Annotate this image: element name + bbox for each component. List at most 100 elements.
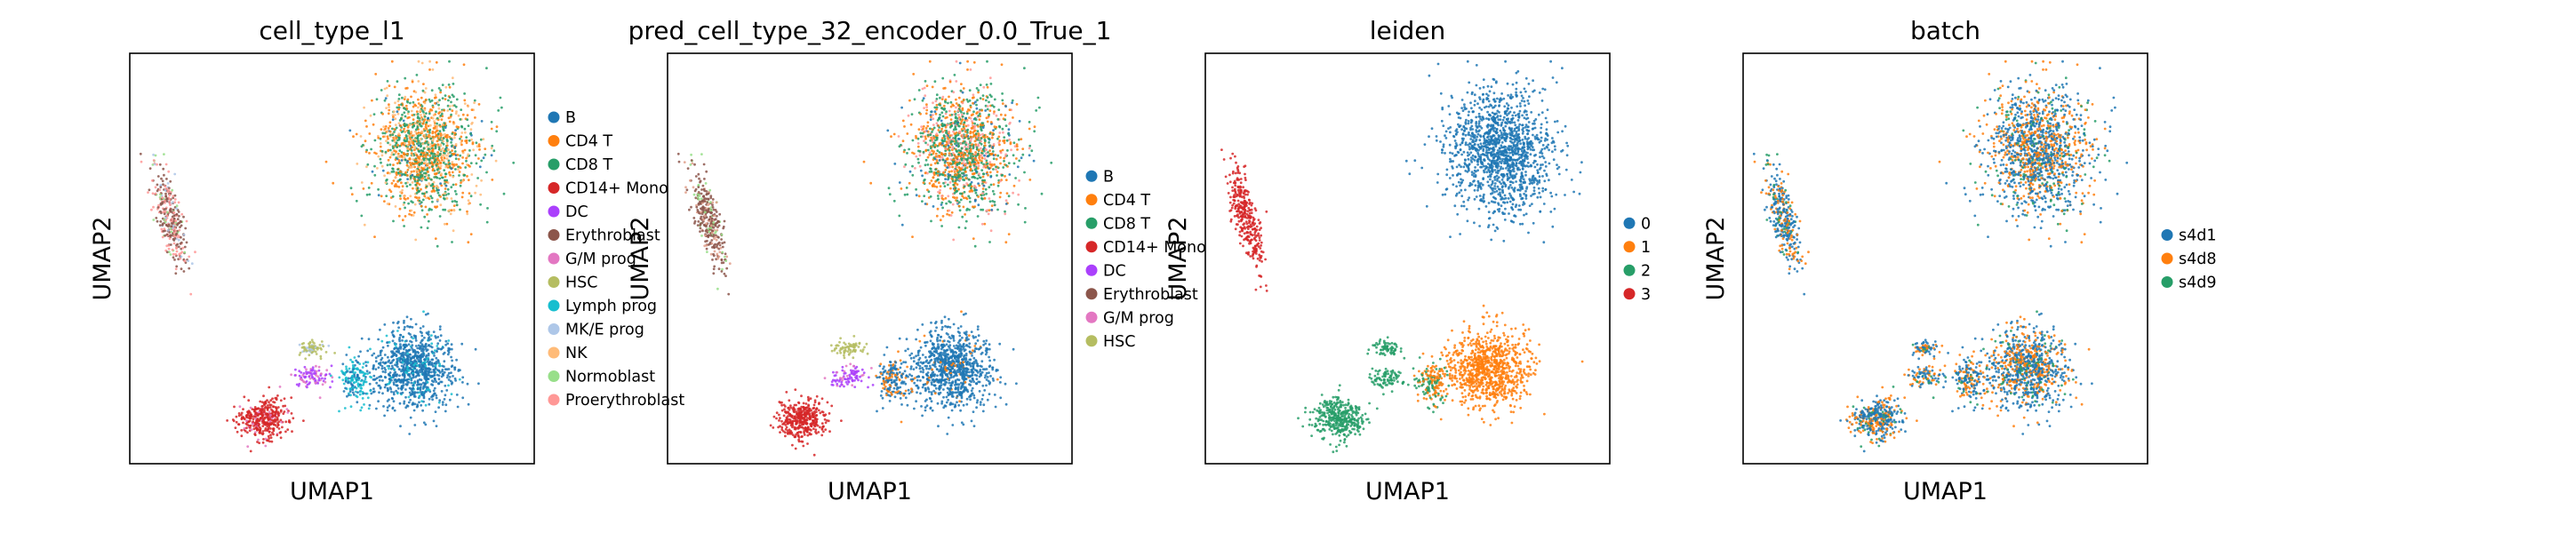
- data-point: [469, 233, 473, 235]
- data-point: [401, 188, 404, 192]
- data-point: [978, 110, 981, 113]
- data-point: [439, 182, 442, 186]
- data-point: [248, 419, 252, 423]
- data-point: [987, 173, 989, 177]
- data-point: [446, 104, 450, 107]
- data-point: [918, 149, 922, 153]
- data-point: [980, 208, 982, 211]
- data-point: [247, 399, 251, 402]
- data-point: [403, 328, 406, 331]
- data-point: [944, 112, 948, 115]
- data-point: [447, 152, 450, 155]
- data-point: [962, 178, 964, 181]
- data-point: [436, 184, 438, 187]
- data-point: [439, 144, 443, 147]
- data-point: [991, 150, 995, 153]
- data-point: [367, 407, 371, 410]
- data-point: [306, 383, 309, 386]
- data-point: [259, 428, 262, 432]
- data-point: [318, 396, 322, 400]
- data-point: [393, 368, 396, 371]
- data-point: [466, 118, 469, 122]
- data-point: [373, 164, 376, 168]
- data-point: [419, 142, 422, 146]
- data-point: [401, 338, 404, 342]
- data-point: [423, 195, 427, 198]
- data-point: [391, 339, 395, 343]
- data-point: [161, 201, 164, 204]
- data-point: [167, 223, 171, 227]
- data-point: [908, 170, 912, 173]
- data-point: [406, 149, 410, 153]
- data-point: [434, 145, 437, 148]
- data-point: [467, 203, 470, 205]
- data-point: [414, 322, 418, 326]
- data-point: [169, 234, 172, 237]
- data-point: [384, 125, 388, 128]
- data-point: [421, 89, 425, 92]
- data-point: [1024, 207, 1027, 210]
- data-point: [419, 361, 422, 363]
- data-point: [430, 375, 433, 378]
- data-point: [372, 352, 376, 355]
- data-point: [304, 357, 308, 361]
- data-point: [919, 169, 923, 172]
- data-point: [900, 187, 903, 190]
- data-point: [399, 425, 402, 428]
- data-point: [947, 101, 949, 105]
- data-point: [986, 162, 989, 165]
- data-point: [950, 170, 953, 173]
- data-point: [412, 370, 415, 373]
- data-point: [378, 391, 380, 394]
- data-point: [162, 229, 165, 233]
- data-point: [887, 187, 891, 190]
- data-point: [962, 162, 965, 165]
- data-point: [441, 147, 444, 150]
- data-point: [414, 345, 418, 347]
- data-point: [159, 193, 162, 196]
- data-point: [921, 200, 924, 203]
- data-point: [932, 101, 934, 105]
- data-point: [988, 149, 991, 153]
- data-point: [247, 410, 251, 412]
- data-point: [411, 114, 414, 117]
- data-point: [1006, 149, 1009, 152]
- data-point: [278, 431, 282, 434]
- data-point: [379, 157, 382, 161]
- data-point: [470, 173, 474, 176]
- data-point: [407, 372, 411, 376]
- data-point: [435, 425, 438, 427]
- data-point: [366, 349, 370, 353]
- data-point: [969, 167, 972, 171]
- data-point: [256, 407, 260, 410]
- data-point: [386, 135, 389, 139]
- data-point: [180, 235, 182, 239]
- data-point: [455, 394, 459, 396]
- data-point: [386, 409, 389, 412]
- data-point: [438, 328, 442, 331]
- data-point: [438, 130, 442, 133]
- data-point: [1001, 99, 1004, 102]
- data-point: [931, 85, 934, 89]
- data-point: [981, 94, 985, 97]
- data-point: [420, 334, 424, 338]
- data-point: [387, 355, 389, 359]
- data-point: [975, 159, 979, 163]
- data-point: [957, 201, 961, 204]
- data-point: [327, 344, 331, 347]
- data-point: [173, 227, 177, 230]
- data-point: [355, 199, 358, 203]
- data-point: [490, 147, 493, 150]
- data-point: [976, 99, 979, 102]
- data-point: [917, 89, 921, 91]
- data-point: [959, 89, 963, 92]
- data-point: [909, 367, 913, 370]
- data-point: [392, 352, 396, 355]
- data-point: [302, 419, 305, 422]
- data-point: [380, 364, 384, 368]
- data-point: [973, 189, 976, 192]
- data-point: [449, 173, 452, 177]
- data-point: [405, 339, 408, 343]
- data-point: [434, 364, 437, 368]
- data-point: [184, 227, 188, 230]
